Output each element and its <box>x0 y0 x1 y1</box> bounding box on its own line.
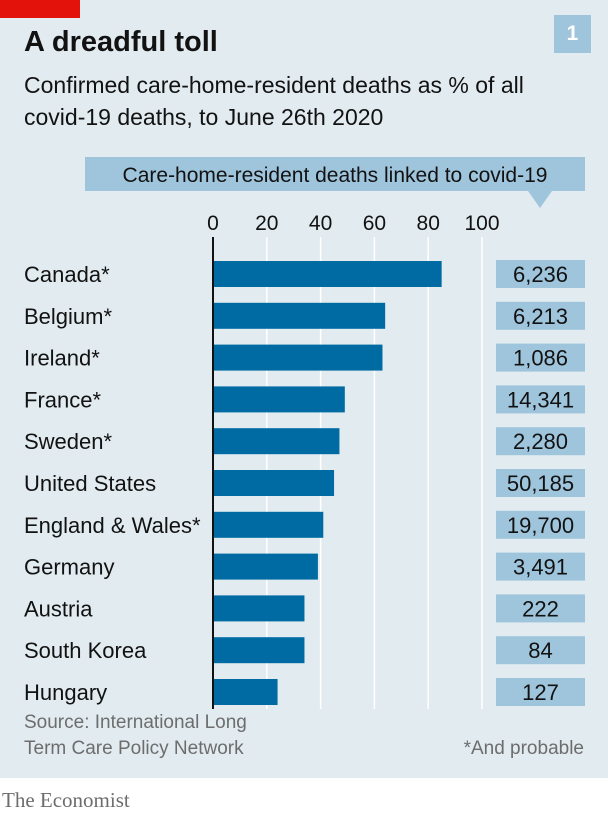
deaths-value-8: 222 <box>522 596 559 621</box>
category-label-2: Ireland* <box>24 346 100 371</box>
category-labels: Canada* Belgium* Ireland* France* Sweden* Uni… <box>24 262 201 705</box>
chart-subtitle: Confirmed care-home-resident deaths as %… <box>24 72 524 130</box>
category-label-10: Hungary <box>24 680 107 705</box>
x-tick-60: 60 <box>363 212 386 235</box>
deaths-value-5: 50,185 <box>507 471 574 496</box>
deaths-box-3 <box>496 385 585 414</box>
source-line-1: Source: International Long <box>24 712 247 733</box>
chart-svg: Care-home-resident deaths linked to covi… <box>24 157 585 759</box>
chart-number: 1 <box>554 15 591 53</box>
x-tick-20: 20 <box>255 212 278 235</box>
deaths-box-6 <box>496 510 585 539</box>
category-label-6: England & Wales* <box>24 513 201 538</box>
deaths-value-0: 6,236 <box>513 262 568 287</box>
deaths-value-2: 1,086 <box>513 346 568 371</box>
bar-6 <box>213 511 324 538</box>
deaths-value-4: 2,280 <box>513 429 568 454</box>
deaths-box-1 <box>496 301 585 330</box>
source-line-2: Term Care Policy Network <box>24 738 244 759</box>
deaths-value-6: 19,700 <box>507 513 574 538</box>
deaths-value-boxes <box>496 260 585 706</box>
deaths-box-8 <box>496 594 585 623</box>
deaths-box-4 <box>496 427 585 456</box>
red-tag <box>0 0 80 18</box>
bar-8 <box>213 595 305 622</box>
column-header-label: Care-home-resident deaths linked to covi… <box>123 164 548 187</box>
deaths-box-5 <box>496 469 585 497</box>
bar-0 <box>213 261 442 287</box>
x-tick-80: 80 <box>417 212 440 235</box>
deaths-box-7 <box>496 552 585 581</box>
category-label-9: South Korea <box>24 638 147 663</box>
deaths-value-labels: 6,236 6,213 1,086 14,341 2,280 50,185 19,700 3,… <box>507 262 574 705</box>
chart-title: A dreadful toll <box>24 26 218 58</box>
bar-5 <box>213 470 335 496</box>
category-label-7: Germany <box>24 555 114 580</box>
bar-9 <box>213 637 305 664</box>
category-label-0: Canada* <box>24 262 110 287</box>
x-tick-100: 100 <box>464 212 499 235</box>
category-label-3: France* <box>24 387 101 412</box>
category-label-1: Belgium* <box>24 304 112 329</box>
bars <box>213 261 442 705</box>
category-label-5: United States <box>24 471 156 496</box>
x-tick-0: 0 <box>207 212 219 235</box>
deaths-value-10: 127 <box>522 680 559 705</box>
deaths-value-1: 6,213 <box>513 304 568 329</box>
bar-10 <box>213 679 278 705</box>
x-tick-labels: 0 20 40 60 80 100 <box>207 212 499 235</box>
deaths-box-10 <box>496 678 585 706</box>
footnote: *And probable <box>464 738 584 759</box>
deaths-value-9: 84 <box>528 638 552 663</box>
economist-brand: The Economist <box>2 788 130 812</box>
deaths-box-9 <box>496 636 585 665</box>
bar-1 <box>213 302 386 329</box>
x-tick-40: 40 <box>309 212 332 235</box>
bar-7 <box>213 553 318 580</box>
category-label-8: Austria <box>24 596 93 621</box>
bar-3 <box>213 386 345 413</box>
category-label-4: Sweden* <box>24 429 113 454</box>
deaths-box-0 <box>496 260 585 288</box>
column-header-box <box>85 157 585 208</box>
deaths-box-2 <box>496 343 585 372</box>
deaths-value-3: 14,341 <box>507 387 574 412</box>
bar-4 <box>213 428 340 455</box>
bar-2 <box>213 344 383 371</box>
deaths-value-7: 3,491 <box>513 555 568 580</box>
